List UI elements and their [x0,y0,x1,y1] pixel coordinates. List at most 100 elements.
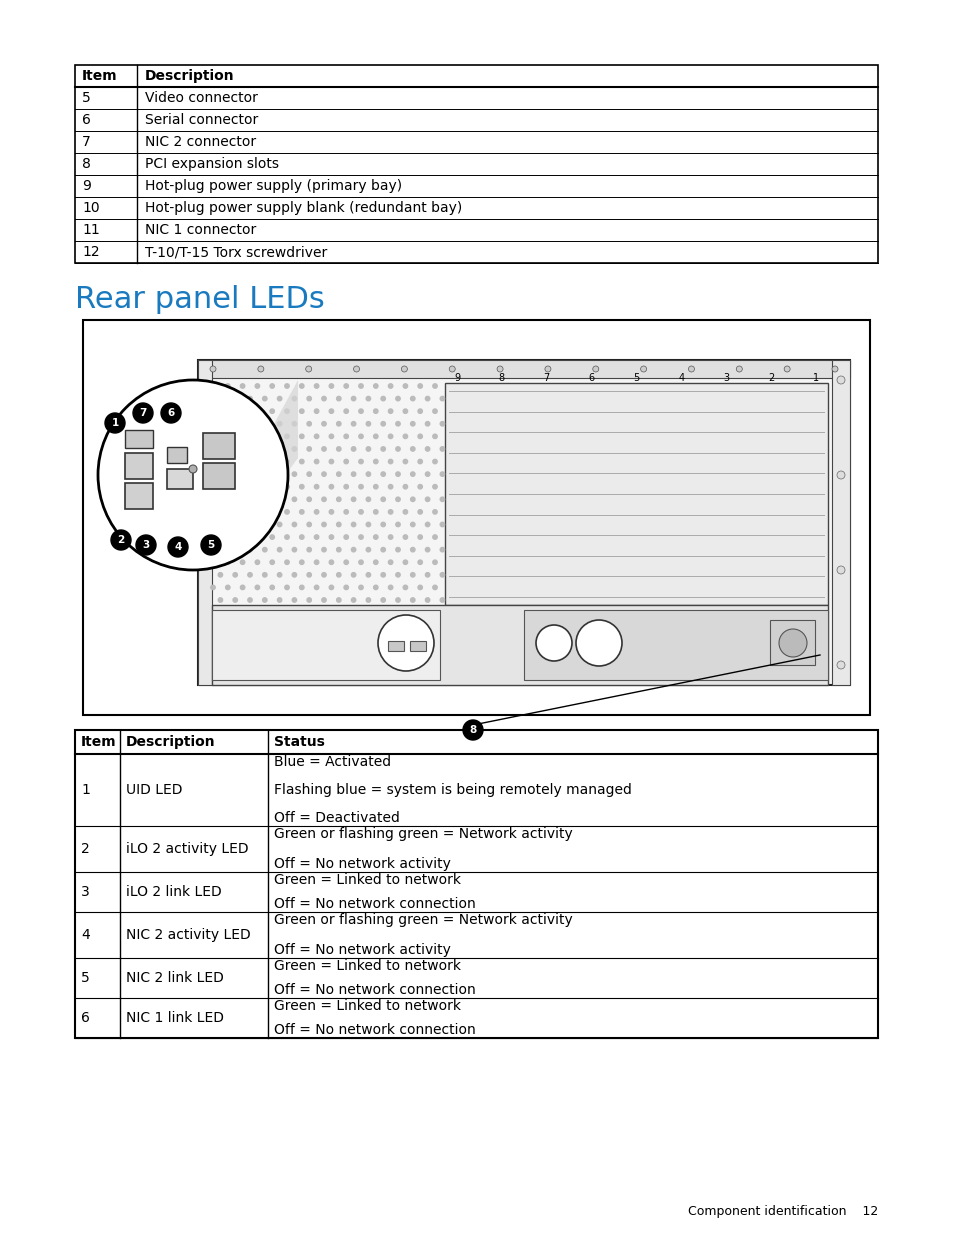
Circle shape [425,598,430,603]
Circle shape [439,447,444,451]
Circle shape [358,585,363,589]
Bar [410,641,426,651]
Text: 5: 5 [81,971,90,986]
Circle shape [410,573,415,577]
Circle shape [248,472,252,477]
Circle shape [292,498,296,501]
Circle shape [433,435,436,438]
Circle shape [321,522,326,526]
Circle shape [425,498,430,501]
Circle shape [233,472,237,477]
Circle shape [255,559,259,564]
Text: 9: 9 [82,179,91,193]
Circle shape [270,484,274,489]
Circle shape [270,510,274,514]
Circle shape [388,510,393,514]
Circle shape [255,384,259,388]
Circle shape [285,459,289,463]
Circle shape [433,484,436,489]
Text: Rear panel LEDs: Rear panel LEDs [75,285,324,314]
Text: 3: 3 [142,540,150,550]
Text: NIC 2 activity LED: NIC 2 activity LED [126,927,251,942]
Circle shape [329,384,334,388]
Circle shape [277,421,281,426]
Circle shape [277,547,281,552]
Bar [212,610,439,680]
Circle shape [344,435,348,438]
Circle shape [285,384,289,388]
Circle shape [225,384,230,388]
Circle shape [211,585,215,589]
Circle shape [374,535,377,540]
Text: 12: 12 [82,245,99,259]
Circle shape [380,547,385,552]
Text: 8: 8 [82,157,91,170]
Circle shape [277,472,281,477]
Circle shape [257,366,264,372]
Circle shape [233,447,237,451]
Text: Off = No network activity: Off = No network activity [274,944,451,957]
Circle shape [388,459,393,463]
Circle shape [403,384,407,388]
Bar [167,469,193,489]
Circle shape [403,484,407,489]
Text: Off = No network connection: Off = No network connection [274,1023,476,1037]
Text: Off = No network activity: Off = No network activity [274,857,451,871]
Text: 1: 1 [112,417,118,429]
Circle shape [292,421,296,426]
Text: NIC 1 connector: NIC 1 connector [145,224,256,237]
Circle shape [255,535,259,540]
Text: Green or flashing green = Network activity: Green or flashing green = Network activi… [274,827,572,841]
Circle shape [417,435,422,438]
Text: 7: 7 [543,373,549,383]
Circle shape [201,535,221,555]
Circle shape [240,435,245,438]
Circle shape [640,366,646,372]
Circle shape [255,585,259,589]
Circle shape [277,522,281,526]
Circle shape [292,522,296,526]
Circle shape [344,585,348,589]
Circle shape [329,585,334,589]
Circle shape [218,598,222,603]
Circle shape [374,409,377,414]
Circle shape [211,435,215,438]
Circle shape [211,409,215,414]
Circle shape [285,559,289,564]
Circle shape [277,447,281,451]
Circle shape [210,366,215,372]
Polygon shape [261,380,297,508]
Circle shape [233,522,237,526]
Circle shape [425,396,430,401]
Circle shape [351,421,355,426]
Bar [388,641,403,651]
Circle shape [433,384,436,388]
Circle shape [233,598,237,603]
Circle shape [305,366,312,372]
Bar [444,383,827,605]
Circle shape [374,559,377,564]
Circle shape [218,421,222,426]
Circle shape [218,547,222,552]
Circle shape [105,412,125,433]
Circle shape [98,380,288,571]
Circle shape [439,472,444,477]
Circle shape [329,559,334,564]
Circle shape [299,559,304,564]
Bar [198,359,212,685]
Circle shape [314,535,318,540]
Text: 6: 6 [167,408,174,417]
Circle shape [395,522,399,526]
Circle shape [240,585,245,589]
Circle shape [248,498,252,501]
Circle shape [336,498,340,501]
Text: 4: 4 [678,373,683,383]
Circle shape [240,510,245,514]
Bar [75,65,877,263]
Circle shape [299,484,304,489]
Circle shape [388,484,393,489]
Circle shape [270,559,274,564]
Circle shape [240,484,245,489]
Text: UID LED: UID LED [126,783,182,797]
Text: iLO 2 activity LED: iLO 2 activity LED [126,842,249,856]
